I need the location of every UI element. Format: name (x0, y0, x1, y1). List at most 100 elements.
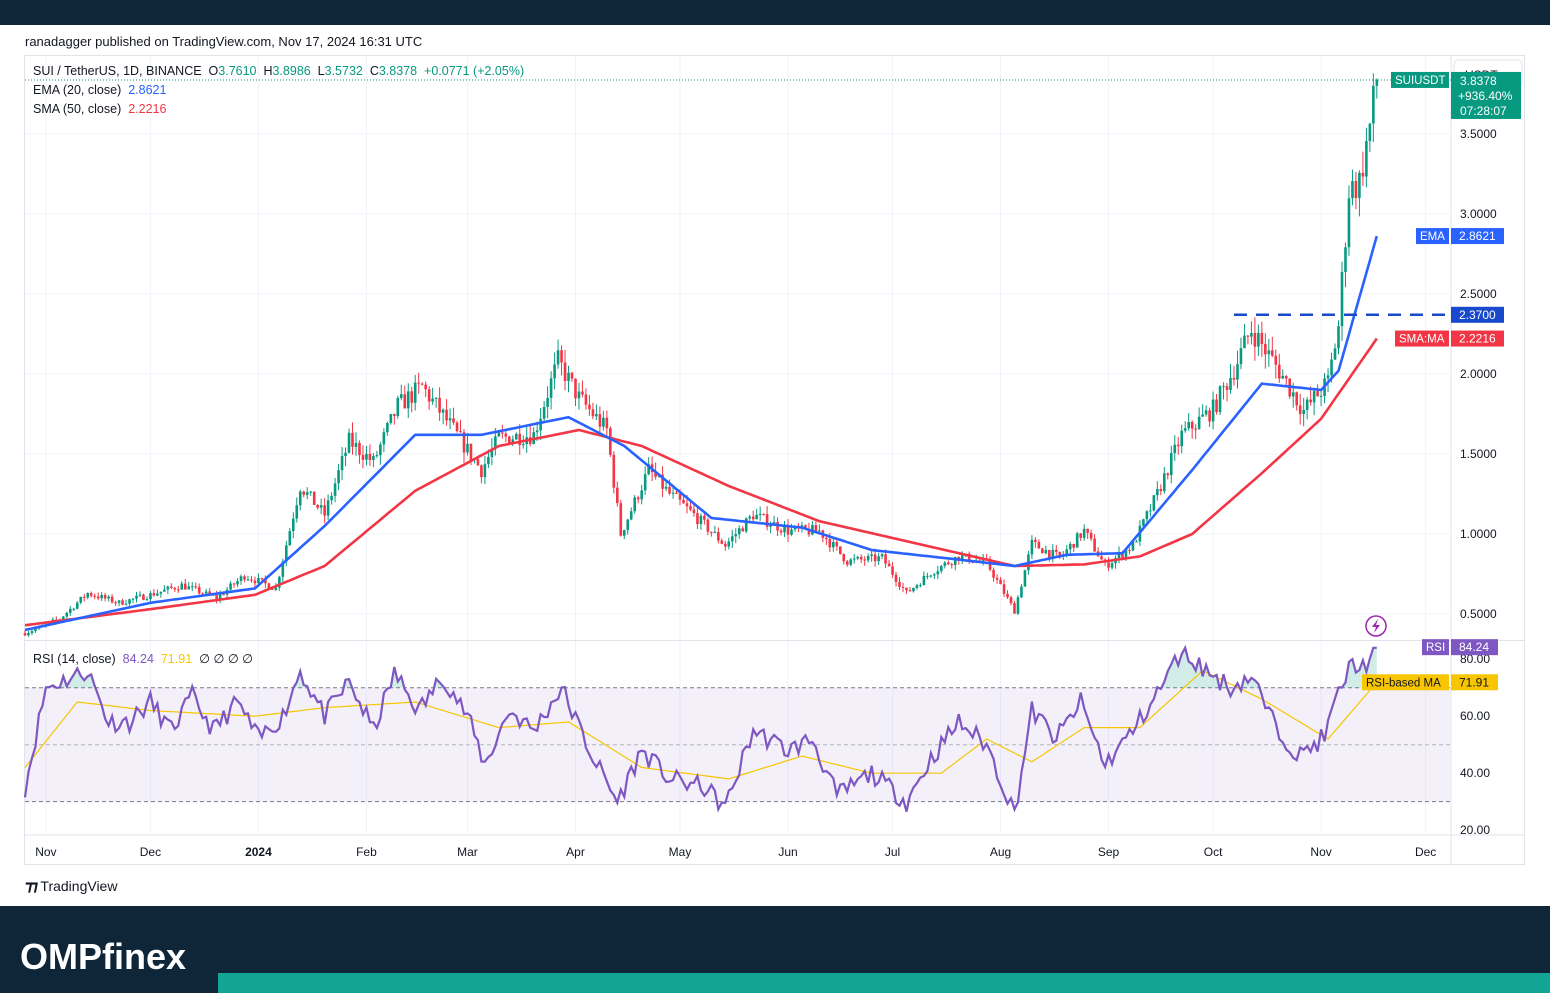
candle (1002, 579, 1006, 597)
rsi-tick-label: 40.00 (1460, 766, 1490, 780)
candle-body (577, 391, 581, 399)
candle-body (933, 574, 936, 576)
candle-body (340, 455, 344, 471)
time-tick-label: Nov (35, 845, 56, 859)
candle (229, 581, 232, 591)
candle (1361, 151, 1365, 186)
candle (901, 582, 905, 593)
candle-body (142, 594, 145, 600)
candle-body (1041, 548, 1044, 554)
candle-body (295, 505, 299, 519)
rsi-legend[interactable]: RSI (14, close) 84.24 71.91 ∅ ∅ ∅ ∅ (33, 651, 253, 666)
candle (1250, 321, 1253, 345)
candle (908, 586, 912, 592)
candle-body (504, 433, 508, 437)
candle-body (1281, 375, 1285, 379)
candle-body (1187, 422, 1190, 429)
ema-legend[interactable]: EMA (20, close) 2.8621 (33, 83, 166, 97)
candle-body (755, 514, 758, 520)
candle-body (1194, 428, 1197, 430)
candle-body (1044, 550, 1048, 554)
candle-body (305, 492, 309, 495)
candle-body (1079, 533, 1082, 538)
candle (1354, 171, 1358, 210)
candle (72, 607, 76, 612)
change-value: +0.0771 (+2.05%) (424, 64, 525, 78)
candle (180, 581, 184, 590)
candle-body (1201, 414, 1204, 417)
candle (131, 598, 135, 604)
close-value: 3.8378 (378, 64, 418, 78)
candle-body (159, 591, 163, 594)
candle-body (661, 474, 664, 489)
candle (344, 447, 347, 467)
candle-body (434, 397, 438, 399)
candle-body (730, 536, 734, 542)
candle-body (682, 499, 685, 504)
candle-body (943, 562, 947, 566)
candle (595, 404, 598, 420)
candle-body (549, 378, 553, 398)
candle-body (27, 633, 30, 636)
candle-body (1075, 533, 1079, 548)
candle (915, 583, 919, 590)
candle (1163, 466, 1166, 494)
candle-body (724, 543, 727, 547)
candle-body (197, 587, 201, 594)
candle-body (588, 404, 591, 410)
candle-body (842, 553, 846, 562)
sma-legend[interactable]: SMA (50, close) 2.2216 (33, 102, 166, 116)
candle (323, 497, 326, 524)
time-tick-label: Sep (1098, 845, 1120, 859)
candle-body (285, 545, 288, 562)
candle-body (170, 586, 173, 588)
candle-body (410, 391, 414, 403)
candle (1013, 600, 1016, 614)
candle (246, 575, 250, 582)
candle (563, 349, 567, 391)
publisher-line: ranadagger published on TradingView.com,… (25, 34, 423, 49)
candle (689, 501, 692, 512)
candle (870, 549, 873, 562)
candle-body (1065, 549, 1069, 555)
sma-legend-value: 2.2216 (128, 102, 167, 116)
symbol-label[interactable]: SUI / TetherUS, 1D, BINANCE (33, 64, 202, 78)
time-tick-label: Dec (140, 845, 161, 859)
candle (361, 445, 365, 469)
candle (1326, 368, 1330, 393)
candle-body (511, 439, 515, 444)
candle-body (1239, 348, 1243, 365)
candle (1006, 590, 1009, 599)
candle-body (744, 518, 748, 532)
candle (1082, 524, 1086, 541)
candle-body (23, 633, 27, 636)
candle (1298, 393, 1302, 425)
tradingview-logo[interactable]: ⁊⁊ TradingView (25, 877, 117, 895)
symbol-badge-label: SUIUSDT (1395, 75, 1445, 87)
candle-body (838, 546, 842, 554)
candle (713, 525, 717, 534)
candle-body (873, 554, 877, 562)
candle (1236, 350, 1239, 389)
candle-body (1264, 343, 1267, 355)
candle-body (149, 593, 152, 600)
candle (724, 540, 727, 551)
candle (490, 438, 494, 466)
candle-body (34, 628, 37, 632)
candle (664, 481, 668, 492)
candle-body (1048, 550, 1051, 558)
candle (692, 504, 696, 517)
candle-body (915, 585, 919, 588)
candle-body (257, 578, 260, 584)
candle (588, 394, 591, 416)
candle (354, 432, 358, 456)
candle (845, 560, 849, 567)
candle-body (1034, 539, 1037, 542)
candle (288, 528, 292, 546)
candle-body (1023, 570, 1027, 587)
candle-body (190, 586, 194, 588)
candle (1375, 78, 1379, 99)
candle (291, 512, 295, 539)
price-chart[interactable]: 3.5000 3.0000 2.5000 2.0000 1.5000 1.0000 0.50… (0, 0, 1550, 906)
candle (128, 598, 131, 606)
